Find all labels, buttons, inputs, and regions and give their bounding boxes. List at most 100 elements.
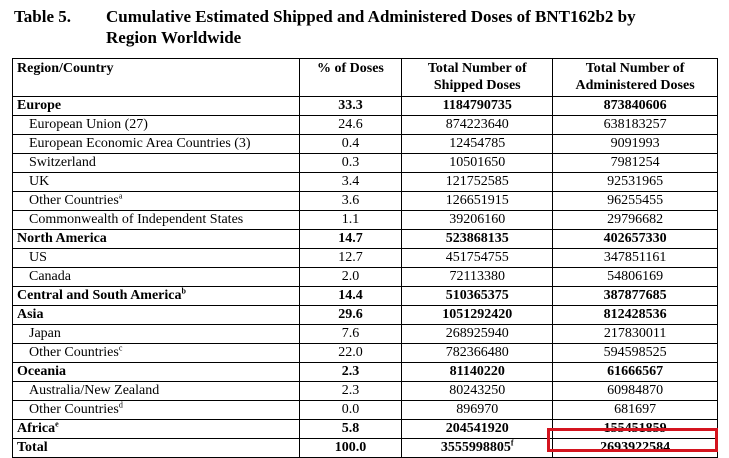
region-cell: Commonwealth of Independent States: [12, 210, 300, 230]
administered-cell: 92531965: [552, 172, 718, 192]
shipped-cell: 72113380: [401, 267, 554, 287]
pct-cell: 5.8: [298, 419, 403, 439]
table-row: Central and South Americab 14.4 51036537…: [12, 286, 718, 306]
administered-cell: 594598525: [552, 343, 718, 363]
administered-cell: 217830011: [552, 324, 718, 344]
administered-cell: 387877685: [552, 286, 718, 306]
pct-cell: 22.0: [298, 343, 403, 363]
shipped-cell: 204541920: [401, 419, 554, 439]
shipped-cell: 81140220: [401, 362, 554, 382]
pct-cell: 0.3: [298, 153, 403, 173]
region-cell: Europe: [12, 96, 300, 116]
pct-cell: 14.4: [298, 286, 403, 306]
footnote-marker: a: [118, 191, 123, 201]
shipped-cell: 268925940: [401, 324, 554, 344]
table-row: Switzerland 0.3 10501650 7981254: [12, 153, 718, 173]
region-cell: European Union (27): [12, 115, 300, 135]
table-row: Other Countriesa 3.6 126651915 96255455: [12, 191, 718, 211]
table-row: Japan 7.6 268925940 217830011: [12, 324, 718, 344]
region-cell: Other Countriesc: [12, 343, 300, 363]
table-row: Asia 29.6 1051292420 812428536: [12, 305, 718, 325]
pct-cell: 14.7: [298, 229, 403, 249]
shipped-cell: 39206160: [401, 210, 554, 230]
table-row: Africae 5.8 204541920 155451859: [12, 419, 718, 439]
region-cell: Oceania: [12, 362, 300, 382]
region-cell: Australia/New Zealand: [12, 381, 300, 401]
region-cell: Asia: [12, 305, 300, 325]
region-cell: Africae: [12, 419, 300, 439]
footnote-marker: f: [510, 438, 514, 448]
administered-cell: 9091993: [552, 134, 718, 154]
region-cell: North America: [12, 229, 300, 249]
table-row: Europe 33.3 1184790735 873840606: [12, 96, 718, 116]
pct-cell: 0.4: [298, 134, 403, 154]
region-cell: Central and South Americab: [12, 286, 300, 306]
administered-cell: 347851161: [552, 248, 718, 268]
region-cell: Canada: [12, 267, 300, 287]
shipped-cell: 523868135: [401, 229, 554, 249]
administered-cell: 96255455: [552, 191, 718, 211]
pct-cell: 0.0: [298, 400, 403, 420]
administered-cell: 638183257: [552, 115, 718, 135]
shipped-cell: 1051292420: [401, 305, 554, 325]
table-title-line-2: Region Worldwide: [106, 28, 242, 47]
pct-cell: 24.6: [298, 115, 403, 135]
pct-cell: 33.3: [298, 96, 403, 116]
footnote-marker: b: [181, 286, 186, 296]
table-row: Canada 2.0 72113380 54806169: [12, 267, 718, 287]
administered-cell: 873840606: [552, 96, 718, 116]
table-header: Region/Country % of Doses Total Number o…: [12, 58, 718, 97]
total-row: Total 100.0 3555998805f 2693922584: [12, 438, 718, 458]
table-row: Other Countriesc 22.0 782366480 59459852…: [12, 343, 718, 363]
shipped-cell: 896970: [401, 400, 554, 420]
administered-cell: 402657330: [552, 229, 718, 249]
table-row: Australia/New Zealand 2.3 80243250 60984…: [12, 381, 718, 401]
region-cell: Switzerland: [12, 153, 300, 173]
header-shipped-doses: Total Number of Shipped Doses: [401, 58, 554, 97]
table-row: European Union (27) 24.6 874223640 63818…: [12, 115, 718, 135]
pct-cell: 12.7: [298, 248, 403, 268]
shipped-cell: 874223640: [401, 115, 554, 135]
pct-cell: 3.4: [298, 172, 403, 192]
shipped-cell: 80243250: [401, 381, 554, 401]
administered-cell: 681697: [552, 400, 718, 420]
pct-cell: 3.6: [298, 191, 403, 211]
doses-table: Region/Country % of Doses Total Number o…: [12, 58, 718, 458]
shipped-cell: 121752585: [401, 172, 554, 192]
administered-cell: 812428536: [552, 305, 718, 325]
shipped-cell: 782366480: [401, 343, 554, 363]
shipped-cell: 451754755: [401, 248, 554, 268]
region-cell: UK: [12, 172, 300, 192]
administered-cell: 29796682: [552, 210, 718, 230]
pct-cell: 7.6: [298, 324, 403, 344]
table-row: North America 14.7 523868135 402657330: [12, 229, 718, 249]
table-row: European Economic Area Countries (3) 0.4…: [12, 134, 718, 154]
shipped-cell: 10501650: [401, 153, 554, 173]
table-number: Table 5.: [14, 7, 72, 26]
region-cell: Other Countriesd: [12, 400, 300, 420]
administered-cell: 54806169: [552, 267, 718, 287]
region-cell: Japan: [12, 324, 300, 344]
pct-cell: 2.0: [298, 267, 403, 287]
table-row: Commonwealth of Independent States 1.1 3…: [12, 210, 718, 230]
header-pct-doses: % of Doses: [298, 58, 403, 97]
administered-cell: 60984870: [552, 381, 718, 401]
pct-cell: 2.3: [298, 362, 403, 382]
administered-cell: 7981254: [552, 153, 718, 173]
header-row: Region/Country % of Doses Total Number o…: [12, 58, 718, 97]
footnote-marker: c: [118, 343, 123, 353]
pct-cell: 2.3: [298, 381, 403, 401]
shipped-cell: 3555998805f: [401, 438, 554, 458]
table-row: Oceania 2.3 81140220 61666567: [12, 362, 718, 382]
footnote-marker: d: [118, 400, 123, 410]
shipped-cell: 12454785: [401, 134, 554, 154]
administered-cell: 61666567: [552, 362, 718, 382]
shipped-cell: 510365375: [401, 286, 554, 306]
header-region: Region/Country: [12, 58, 300, 97]
footnote-marker: e: [55, 419, 59, 429]
region-cell: US: [12, 248, 300, 268]
table-row: UK 3.4 121752585 92531965: [12, 172, 718, 192]
shipped-cell: 126651915: [401, 191, 554, 211]
region-cell: European Economic Area Countries (3): [12, 134, 300, 154]
